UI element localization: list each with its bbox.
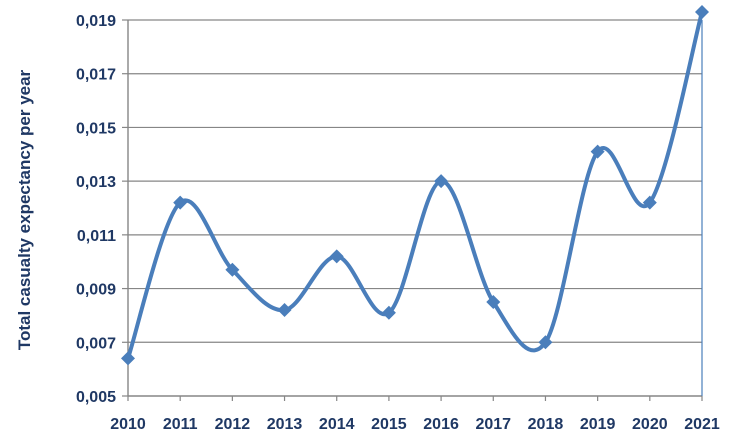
x-tick-label: 2012 — [215, 416, 251, 433]
data-point-2014 — [329, 249, 344, 264]
x-tick-label: 2014 — [319, 416, 355, 433]
y-tick-label: 0,017 — [76, 67, 116, 84]
data-point-2017 — [486, 295, 501, 309]
x-tick-label: 2015 — [371, 416, 407, 433]
data-point-2015 — [381, 305, 396, 320]
data-point-2012 — [225, 262, 240, 277]
x-tick-labels: 2010 2011 2012 2013 2014 2015 2016 2017 2018 2019… — [110, 416, 720, 433]
data-point-2011 — [173, 195, 188, 210]
x-tick-label: 2016 — [423, 416, 459, 433]
x-tick-label: 2020 — [632, 416, 668, 433]
x-tick-label: 2010 — [110, 416, 146, 433]
y-tick-label: 0,019 — [76, 13, 116, 30]
x-tick-label: 2021 — [684, 416, 720, 433]
x-tick-label: 2017 — [475, 416, 511, 433]
y-tick-labels: 0,005 0,007 0,009 0,011 0,013 0,015 0,017 0,019 — [76, 13, 116, 406]
y-tick-label: 0,007 — [76, 335, 116, 352]
x-tick-label: 2018 — [528, 416, 564, 433]
series-line — [126, 9, 704, 361]
x-tick-label: 2013 — [267, 416, 303, 433]
data-point-2020 — [642, 195, 657, 210]
series-group — [121, 4, 709, 366]
y-tick-label: 0,005 — [76, 389, 116, 406]
data-point-2010 — [121, 351, 135, 366]
y-tick-label: 0,009 — [76, 282, 116, 299]
y-tick-label: 0,011 — [77, 228, 116, 245]
axes — [122, 19, 703, 401]
data-point-2019 — [590, 144, 605, 159]
data-point-2018 — [538, 335, 553, 350]
data-point-2013 — [277, 303, 292, 318]
y-tick-label: 0,013 — [76, 174, 116, 191]
y-tick-label: 0,015 — [76, 120, 116, 137]
x-tick-label: 2011 — [163, 416, 198, 433]
gridlines — [128, 19, 702, 343]
data-point-2016 — [434, 174, 449, 189]
y-axis-title: Total casualty expectancy per year — [15, 69, 34, 350]
data-point-2021 — [695, 4, 709, 19]
x-tick-label: 2019 — [580, 416, 616, 433]
